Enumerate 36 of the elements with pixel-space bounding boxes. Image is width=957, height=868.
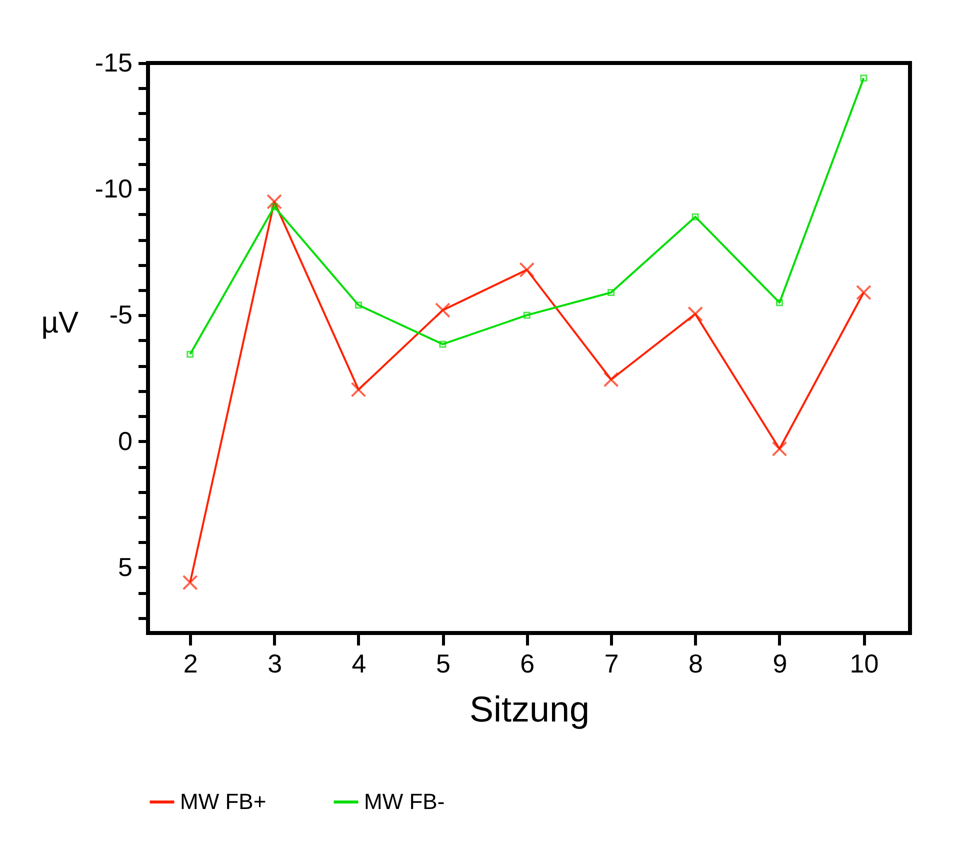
x-tick-label: 4 [352,648,366,678]
point [608,289,615,296]
y-axis-title: µV [41,306,78,340]
y-tick-label: -10 [94,174,132,204]
y-tick-label: -15 [94,48,132,78]
x-tick-label: 2 [183,648,198,678]
point [523,312,530,319]
point [182,574,198,590]
legend-label: MW FB- [364,789,445,814]
y-tick-label: 5 [118,552,132,582]
x-tick-label: 7 [604,648,619,678]
x-tick-label: 10 [850,648,879,678]
y-tick-label: -5 [109,300,132,330]
point [856,284,872,300]
x-tick-label: 9 [772,648,788,678]
x-tick-label: 8 [688,648,704,678]
y-tick-label: 0 [118,426,132,456]
x-tick-label: 6 [520,648,535,678]
point [603,372,619,388]
point [186,350,194,358]
point [776,299,783,306]
point [434,302,450,318]
point [519,262,535,278]
point [772,441,788,457]
point [270,203,278,210]
x-axis-title: Sitzung [469,688,590,730]
point [266,194,282,210]
point [688,306,703,322]
legend-label: MW FB+ [180,789,266,814]
point [692,213,699,220]
point [350,382,366,398]
point [860,74,868,82]
point [355,302,362,309]
x-tick-label: 5 [436,648,450,678]
x-tick-label: 3 [268,648,282,678]
point [439,340,446,348]
